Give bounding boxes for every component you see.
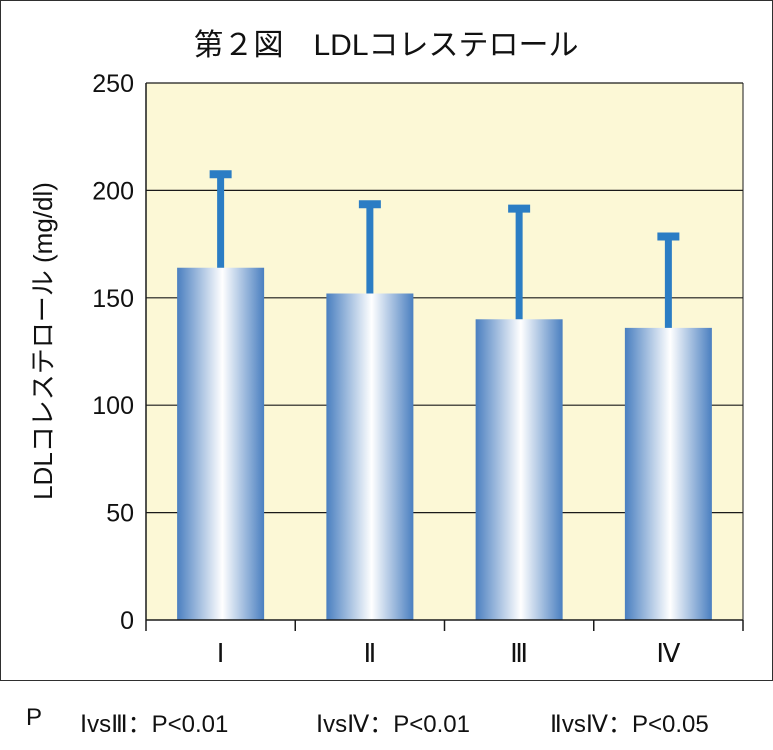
- footnote-comparison-3: ⅡvsⅣ：P<0.05: [550, 711, 709, 738]
- y-tick-label-150: 150: [92, 285, 134, 313]
- bar-4: [624, 327, 712, 620]
- y-axis-label: LDLコレステロール (mg/dl): [28, 182, 58, 500]
- chart-frame: 0 50 100 150 200 250 Ⅰ Ⅱ Ⅲ Ⅳ 第２図 LDLコレステロール LDLコ…: [0, 0, 773, 681]
- bars: [177, 267, 712, 620]
- y-tick-label-100: 100: [92, 392, 134, 420]
- axes: [145, 83, 744, 631]
- footnote-comparison-1: ⅠvsⅢ：P<0.01: [80, 711, 229, 738]
- x-tick-label-2: Ⅱ: [363, 639, 376, 668]
- x-tick-label-1: Ⅰ: [217, 639, 225, 668]
- y-tick-label-50: 50: [106, 500, 134, 528]
- chart-title: 第２図 LDLコレステロール: [193, 29, 578, 62]
- x-tick-label-3: Ⅲ: [510, 639, 528, 668]
- y-tick-label-250: 250: [92, 70, 134, 98]
- ldl-bar-chart: 0 50 100 150 200 250 Ⅰ Ⅱ Ⅲ Ⅳ 第２図 LDLコレステロール LDLコ…: [28, 29, 744, 668]
- footnote-label: P: [26, 704, 43, 731]
- bar-3: [475, 319, 563, 620]
- y-tick-labels: 0 50 100 150 200 250: [92, 70, 134, 635]
- error-bars: [209, 170, 680, 328]
- x-tick-label-4: Ⅳ: [656, 639, 680, 668]
- bar-2: [326, 293, 414, 620]
- y-tick-label-200: 200: [92, 177, 134, 205]
- y-tick-label-0: 0: [120, 607, 134, 635]
- footnote-comparison-2: ⅠvsⅣ：P<0.01: [316, 711, 470, 738]
- significance-footnote: P ⅠvsⅢ：P<0.01 ⅠvsⅣ：P<0.01 ⅡvsⅣ：P<0.05: [14, 704, 769, 740]
- bar-1: [177, 267, 265, 620]
- x-tick-labels: Ⅰ Ⅱ Ⅲ Ⅳ: [217, 639, 681, 668]
